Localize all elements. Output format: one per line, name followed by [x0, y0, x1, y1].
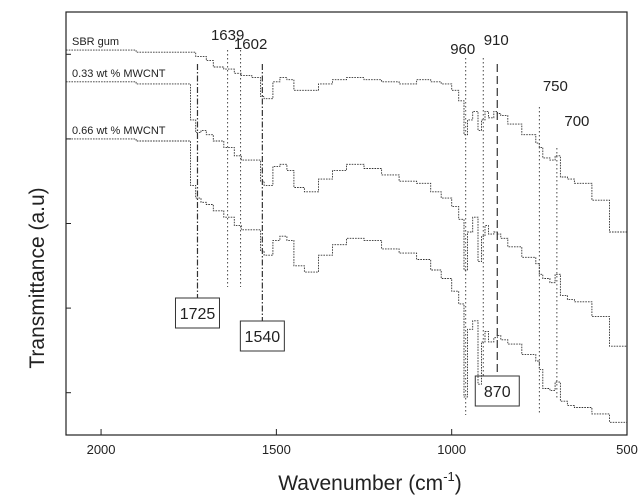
- x-tick-label: 1500: [262, 442, 291, 457]
- peak-label-boxed: 1725: [180, 306, 216, 323]
- peak-label: 910: [484, 32, 509, 49]
- peak-label: 700: [564, 113, 589, 130]
- series-label: SBR gum: [72, 36, 119, 48]
- peak-label: 750: [543, 78, 568, 95]
- peak-label: 1639: [211, 27, 244, 44]
- x-axis-title: Wavenumber (cm-1): [278, 469, 462, 495]
- series-line: [66, 138, 628, 431]
- series-line: [66, 81, 628, 385]
- peak-label: 1602: [234, 36, 267, 53]
- x-axis-title-main: Wavenumber (cm: [278, 472, 443, 495]
- peak-label-box: [474, 375, 520, 407]
- peak-label-box: [239, 320, 285, 352]
- x-tick-label: 500: [616, 442, 638, 457]
- x-tick-label: 1000: [437, 442, 466, 457]
- peak-label-box: [174, 297, 220, 329]
- x-axis-title-superscript: -1: [443, 469, 455, 484]
- axis-ticks: 2000 1500 1000 500: [66, 53, 638, 457]
- y-axis-title: Transmittance (a.u): [26, 187, 49, 368]
- series-line: [66, 49, 628, 275]
- series-label: 0.66 wt % MWCNT: [72, 125, 166, 137]
- peak-label: 960: [450, 41, 475, 58]
- series-label: 0.33 wt % MWCNT: [72, 68, 166, 80]
- x-tick-label: 2000: [87, 442, 116, 457]
- x-axis-title-close: ): [455, 472, 462, 495]
- peak-label-boxed: 1540: [245, 329, 281, 346]
- peak-label-boxed: 870: [484, 384, 511, 401]
